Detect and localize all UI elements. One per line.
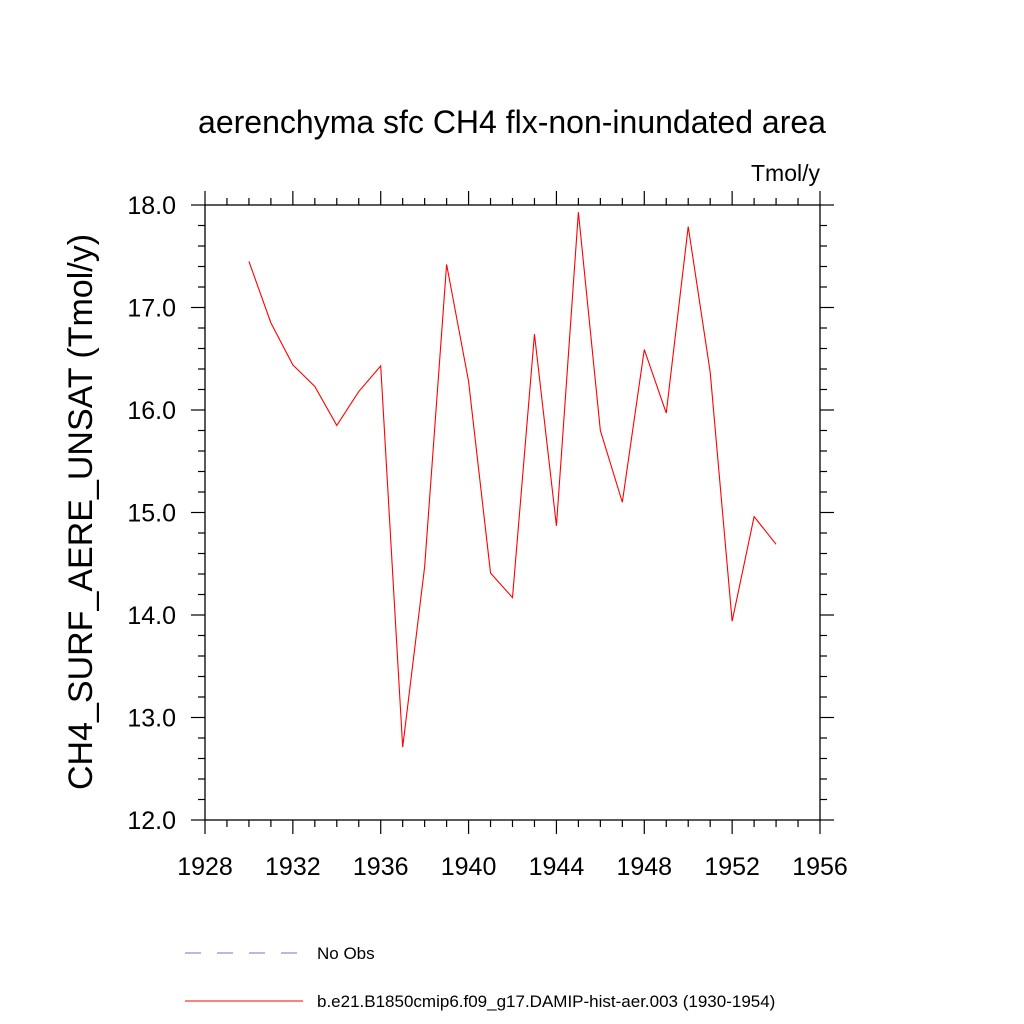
data-lines xyxy=(248,212,777,748)
legend-label: b.e21.B1850cmip6.f09_g17.DAMIP-hist-aer.… xyxy=(317,992,775,1011)
x-tick-label: 1956 xyxy=(792,853,848,881)
x-tick-label: 1932 xyxy=(265,853,321,881)
x-tick-label: 1936 xyxy=(353,853,409,881)
axis-ticks xyxy=(191,191,834,834)
y-tick-label: 14.0 xyxy=(127,602,176,630)
axis-tick-labels: 1928 1932 1936 1940 1944 1948 1952 1956 12.0 13.0… xyxy=(127,192,847,881)
plot-frame xyxy=(204,204,821,821)
legend-label: No Obs xyxy=(317,944,375,963)
y-tick-label: 16.0 xyxy=(127,397,176,425)
series-line xyxy=(248,212,777,748)
legend: No Obs b.e21.B1850cmip6.f09_g17.DAMIP-his… xyxy=(185,944,775,1011)
y-tick-label: 17.0 xyxy=(127,295,176,323)
y-axis-title: CH4_SURF_AERE_UNSAT (Tmol/y) xyxy=(62,234,100,790)
units-label: Tmol/y xyxy=(751,160,821,186)
y-tick-label: 13.0 xyxy=(127,705,176,733)
x-tick-label: 1940 xyxy=(441,853,497,881)
y-tick-label: 15.0 xyxy=(127,500,176,528)
y-tick-label: 18.0 xyxy=(127,192,176,220)
y-tick-label: 12.0 xyxy=(127,807,176,835)
x-tick-label: 1948 xyxy=(616,853,672,881)
x-tick-label: 1952 xyxy=(704,853,760,881)
x-tick-label: 1944 xyxy=(529,853,585,881)
x-tick-label: 1928 xyxy=(177,853,233,881)
chart-title: aerenchyma sfc CH4 flx-non-inundated are… xyxy=(198,104,826,140)
